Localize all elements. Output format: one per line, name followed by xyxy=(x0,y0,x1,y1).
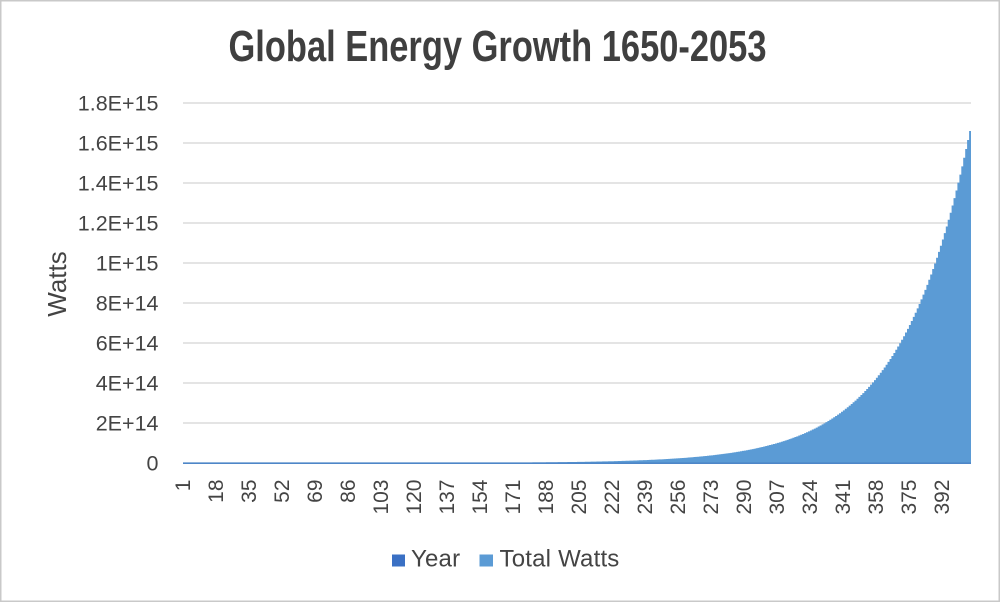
svg-text:0: 0 xyxy=(147,451,159,475)
svg-text:222: 222 xyxy=(601,480,624,515)
svg-text:120: 120 xyxy=(403,480,426,515)
svg-text:52: 52 xyxy=(271,480,294,503)
svg-text:137: 137 xyxy=(436,480,459,515)
svg-text:8E+14: 8E+14 xyxy=(96,291,159,315)
svg-text:273: 273 xyxy=(700,480,723,515)
svg-text:324: 324 xyxy=(799,479,822,514)
svg-text:1.4E+15: 1.4E+15 xyxy=(78,171,159,195)
svg-text:35: 35 xyxy=(238,480,261,503)
svg-text:239: 239 xyxy=(634,480,657,515)
svg-text:18: 18 xyxy=(205,480,228,503)
svg-text:1.8E+15: 1.8E+15 xyxy=(78,91,159,115)
svg-text:69: 69 xyxy=(304,480,327,503)
svg-text:171: 171 xyxy=(502,480,525,515)
svg-text:Global Energy Growth 1650-2053: Global Energy Growth 1650-2053 xyxy=(229,22,767,71)
svg-text:Total Watts: Total Watts xyxy=(500,546,620,573)
svg-text:307: 307 xyxy=(766,480,789,515)
svg-text:1.2E+15: 1.2E+15 xyxy=(78,211,159,235)
svg-text:Watts: Watts xyxy=(42,251,72,316)
svg-text:290: 290 xyxy=(733,480,756,515)
svg-text:6E+14: 6E+14 xyxy=(96,331,159,355)
svg-text:358: 358 xyxy=(865,480,888,515)
svg-text:256: 256 xyxy=(667,480,690,515)
svg-text:1: 1 xyxy=(172,480,195,492)
svg-text:2E+14: 2E+14 xyxy=(96,411,159,435)
svg-text:1.6E+15: 1.6E+15 xyxy=(78,131,159,155)
svg-text:Year: Year xyxy=(411,546,460,573)
svg-text:103: 103 xyxy=(370,480,393,515)
svg-text:86: 86 xyxy=(337,480,360,503)
svg-text:375: 375 xyxy=(898,480,921,515)
svg-text:1E+15: 1E+15 xyxy=(96,251,159,275)
svg-text:188: 188 xyxy=(535,480,558,515)
svg-text:205: 205 xyxy=(568,480,591,515)
svg-text:341: 341 xyxy=(832,480,855,515)
svg-text:392: 392 xyxy=(931,480,954,515)
svg-text:154: 154 xyxy=(469,479,492,514)
svg-text:4E+14: 4E+14 xyxy=(96,371,159,395)
